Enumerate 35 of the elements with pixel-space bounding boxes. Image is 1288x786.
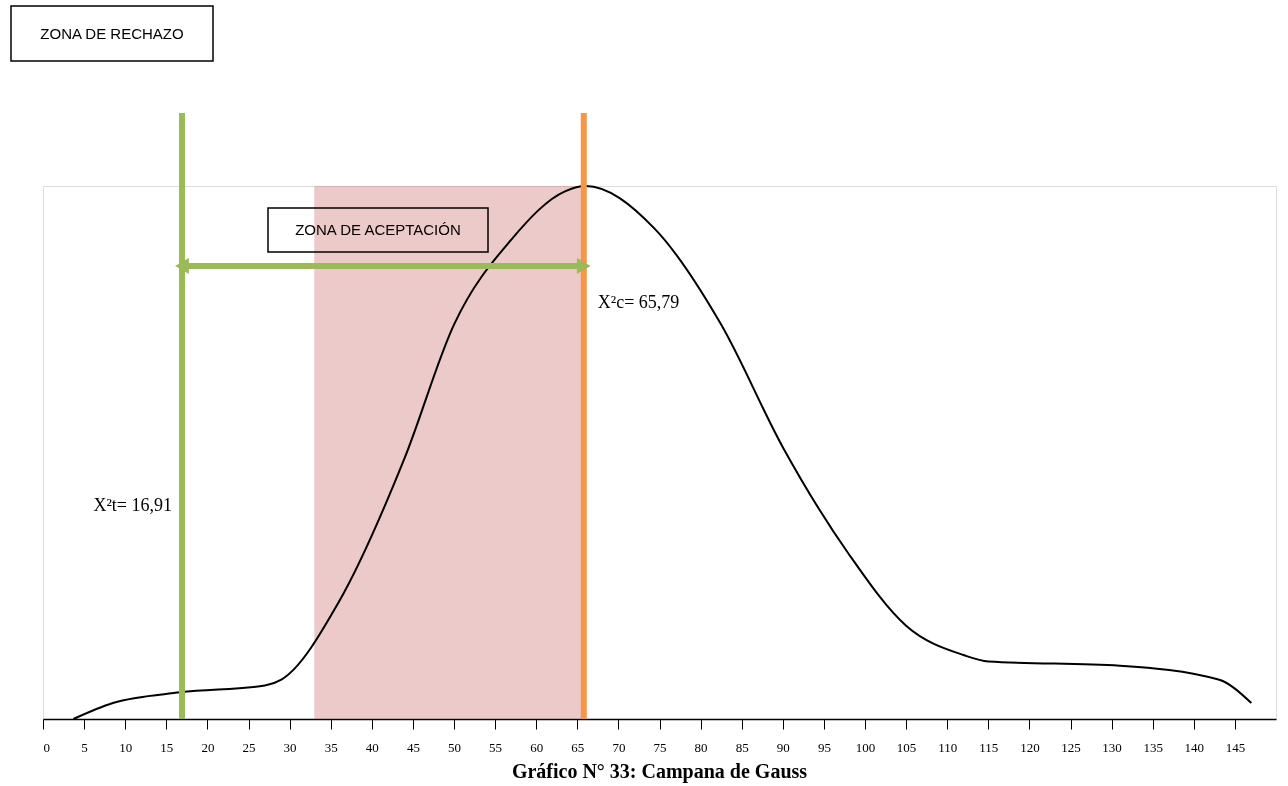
x-tick-label: 60 [530, 739, 544, 755]
x-tick-label: 45 [406, 739, 420, 755]
x-tick-label: 5 [81, 739, 88, 755]
x-tick-label: 115 [979, 739, 999, 755]
x-tick-label: 145 [1225, 739, 1246, 755]
x-tick-label: 85 [735, 739, 749, 755]
x-tick-label: 135 [1143, 739, 1163, 755]
x-tick-label: 65 [571, 739, 585, 755]
x-tick-label: 0 [43, 739, 50, 755]
annotation: ZONA DE ACEPTACIÓN [295, 221, 461, 238]
x-tick-label: 95 [817, 739, 831, 755]
text: Gráfico N° 33: Campana de Gauss [511, 760, 808, 783]
x-tick-label: 110 [938, 739, 958, 755]
x-tick-label: 105 [896, 739, 917, 755]
x-tick-label: 125 [1061, 739, 1081, 755]
x-tick-label: 100 [855, 739, 876, 755]
x-tick-label: 50 [448, 739, 461, 755]
x-tick-label: 130 [1102, 739, 1122, 755]
x-tick-label: 140 [1184, 739, 1205, 755]
x-tick-label: 30 [283, 739, 297, 755]
x-tick-label: 25 [242, 739, 256, 755]
x-tick-label: 70 [612, 739, 626, 755]
text: ZONA DE RECHAZO [40, 25, 184, 42]
x-tick-label: 10 [119, 739, 133, 755]
x-tick-label: 75 [653, 739, 667, 755]
x-tick-label: 20 [201, 739, 215, 755]
ref-line-label: X²t= 16,91 [93, 494, 172, 515]
x-tick-label: 55 [489, 739, 503, 755]
x-tick-label: 40 [365, 739, 379, 755]
x-tick-label: 80 [694, 739, 708, 755]
x-tick-label: 35 [324, 739, 338, 755]
x-tick-label: 15 [160, 739, 174, 755]
x-tick-label: 90 [776, 739, 790, 755]
x-tick-label: 120 [1020, 739, 1040, 755]
ref-line-label: X²c= 65,79 [597, 292, 680, 313]
